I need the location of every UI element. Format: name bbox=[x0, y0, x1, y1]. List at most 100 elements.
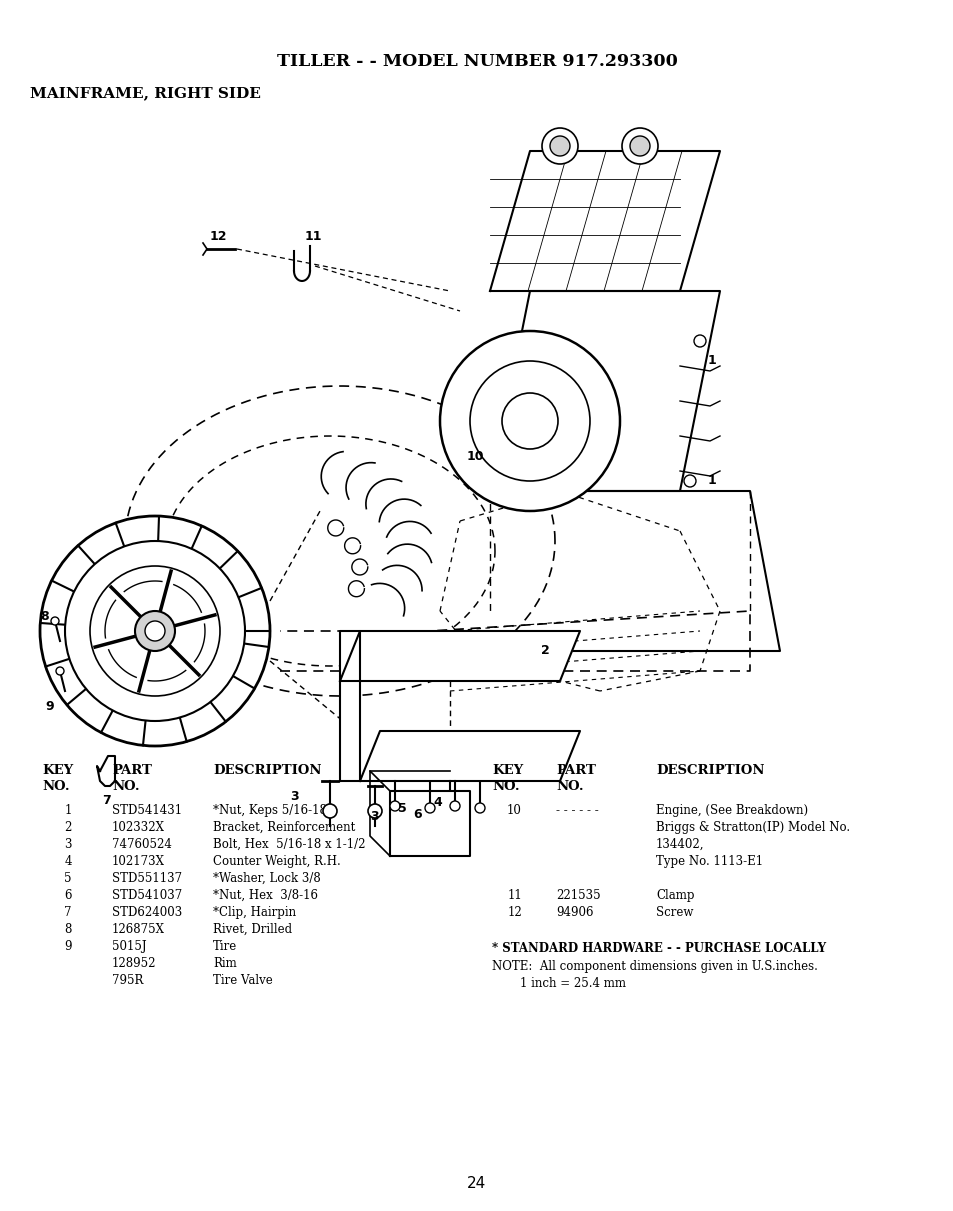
Text: 134402,: 134402, bbox=[656, 838, 703, 851]
Text: 102173X: 102173X bbox=[112, 855, 165, 868]
Circle shape bbox=[470, 361, 589, 481]
Text: 74760524: 74760524 bbox=[112, 838, 172, 851]
Text: 126875X: 126875X bbox=[112, 923, 165, 936]
Text: PART: PART bbox=[112, 764, 152, 777]
Text: PART: PART bbox=[556, 764, 596, 777]
Text: STD541037: STD541037 bbox=[112, 889, 182, 902]
Text: *Clip, Hairpin: *Clip, Hairpin bbox=[213, 906, 295, 919]
Text: Bolt, Hex  5/16-18 x 1-1/2: Bolt, Hex 5/16-18 x 1-1/2 bbox=[213, 838, 365, 851]
Circle shape bbox=[629, 136, 649, 156]
Circle shape bbox=[693, 335, 705, 348]
Text: 8: 8 bbox=[65, 923, 71, 936]
Circle shape bbox=[550, 136, 569, 156]
Text: 128952: 128952 bbox=[112, 957, 156, 970]
Text: Rim: Rim bbox=[213, 957, 236, 970]
Text: TILLER - - MODEL NUMBER 917.293300: TILLER - - MODEL NUMBER 917.293300 bbox=[276, 53, 677, 70]
Text: Tire: Tire bbox=[213, 940, 237, 953]
Text: Briggs & Stratton(IP) Model No.: Briggs & Stratton(IP) Model No. bbox=[656, 821, 849, 834]
Text: *Nut, Hex  3/8-16: *Nut, Hex 3/8-16 bbox=[213, 889, 317, 902]
Circle shape bbox=[439, 331, 619, 511]
Polygon shape bbox=[390, 791, 470, 856]
Text: 8: 8 bbox=[41, 609, 50, 622]
Text: Bracket, Reinforcement: Bracket, Reinforcement bbox=[213, 821, 355, 834]
Text: Type No. 1113-E1: Type No. 1113-E1 bbox=[656, 855, 762, 868]
Text: DESCRIPTION: DESCRIPTION bbox=[213, 764, 321, 777]
Text: 3: 3 bbox=[65, 838, 71, 851]
Text: DESCRIPTION: DESCRIPTION bbox=[656, 764, 763, 777]
Text: Tire Valve: Tire Valve bbox=[213, 974, 273, 987]
Circle shape bbox=[390, 800, 399, 811]
Circle shape bbox=[56, 667, 64, 675]
Circle shape bbox=[145, 621, 165, 641]
Circle shape bbox=[475, 803, 484, 813]
Text: 3: 3 bbox=[371, 809, 379, 822]
Text: 2: 2 bbox=[65, 821, 71, 834]
Text: 7: 7 bbox=[103, 794, 112, 808]
Circle shape bbox=[683, 475, 696, 487]
Text: 3: 3 bbox=[291, 790, 299, 803]
Text: NOTE:  All component dimensions given in U.S.inches.: NOTE: All component dimensions given in … bbox=[492, 960, 817, 972]
Circle shape bbox=[51, 616, 59, 625]
Text: 5015J: 5015J bbox=[112, 940, 147, 953]
Circle shape bbox=[424, 803, 435, 813]
Polygon shape bbox=[490, 291, 720, 490]
Circle shape bbox=[368, 804, 381, 817]
Circle shape bbox=[621, 128, 658, 163]
Text: 10: 10 bbox=[507, 804, 521, 817]
Text: NO.: NO. bbox=[112, 780, 139, 793]
Text: Clamp: Clamp bbox=[656, 889, 694, 902]
Text: NO.: NO. bbox=[556, 780, 583, 793]
Text: Rivet, Drilled: Rivet, Drilled bbox=[213, 923, 292, 936]
Text: 6: 6 bbox=[65, 889, 71, 902]
Text: 24: 24 bbox=[467, 1177, 486, 1192]
Text: *Washer, Lock 3/8: *Washer, Lock 3/8 bbox=[213, 872, 320, 885]
Text: 1 inch = 25.4 mm: 1 inch = 25.4 mm bbox=[519, 977, 625, 991]
Text: 1: 1 bbox=[707, 355, 716, 367]
Text: 12: 12 bbox=[209, 230, 227, 242]
Circle shape bbox=[323, 804, 336, 817]
Text: Counter Weight, R.H.: Counter Weight, R.H. bbox=[213, 855, 340, 868]
Text: 221535: 221535 bbox=[556, 889, 600, 902]
Text: 11: 11 bbox=[304, 230, 321, 242]
Circle shape bbox=[501, 394, 558, 449]
Text: 4: 4 bbox=[434, 797, 442, 809]
Circle shape bbox=[40, 516, 270, 746]
Text: STD624003: STD624003 bbox=[112, 906, 182, 919]
Text: 10: 10 bbox=[466, 449, 483, 463]
Text: 1: 1 bbox=[707, 475, 716, 488]
Text: Screw: Screw bbox=[656, 906, 693, 919]
Circle shape bbox=[135, 612, 174, 652]
Text: Engine, (See Breakdown): Engine, (See Breakdown) bbox=[656, 804, 807, 817]
Polygon shape bbox=[339, 631, 359, 781]
Text: 11: 11 bbox=[507, 889, 521, 902]
Circle shape bbox=[65, 541, 245, 721]
Text: KEY: KEY bbox=[42, 764, 73, 777]
Text: 1: 1 bbox=[65, 804, 71, 817]
Polygon shape bbox=[359, 731, 579, 781]
Circle shape bbox=[450, 800, 459, 811]
Text: MAINFRAME, RIGHT SIDE: MAINFRAME, RIGHT SIDE bbox=[30, 86, 260, 101]
Circle shape bbox=[541, 128, 578, 163]
Text: *Nut, Keps 5/16-18: *Nut, Keps 5/16-18 bbox=[213, 804, 327, 817]
Text: 795R: 795R bbox=[112, 974, 143, 987]
Text: 6: 6 bbox=[414, 809, 422, 821]
Text: * STANDARD HARDWARE - - PURCHASE LOCALLY: * STANDARD HARDWARE - - PURCHASE LOCALLY bbox=[492, 942, 825, 955]
Text: 5: 5 bbox=[397, 803, 406, 815]
Text: 5: 5 bbox=[65, 872, 71, 885]
Text: 4: 4 bbox=[65, 855, 71, 868]
Text: STD541431: STD541431 bbox=[112, 804, 182, 817]
Text: 9: 9 bbox=[46, 700, 54, 712]
Text: 7: 7 bbox=[65, 906, 71, 919]
Text: 94906: 94906 bbox=[556, 906, 593, 919]
Polygon shape bbox=[490, 151, 720, 291]
Text: NO.: NO. bbox=[492, 780, 519, 793]
Text: STD551137: STD551137 bbox=[112, 872, 182, 885]
Circle shape bbox=[90, 566, 220, 696]
Text: KEY: KEY bbox=[492, 764, 522, 777]
Text: 102332X: 102332X bbox=[112, 821, 165, 834]
Text: - - - - - -: - - - - - - bbox=[556, 804, 598, 817]
Text: 9: 9 bbox=[65, 940, 71, 953]
Text: 2: 2 bbox=[540, 644, 549, 658]
Polygon shape bbox=[339, 631, 579, 681]
Text: 12: 12 bbox=[507, 906, 521, 919]
